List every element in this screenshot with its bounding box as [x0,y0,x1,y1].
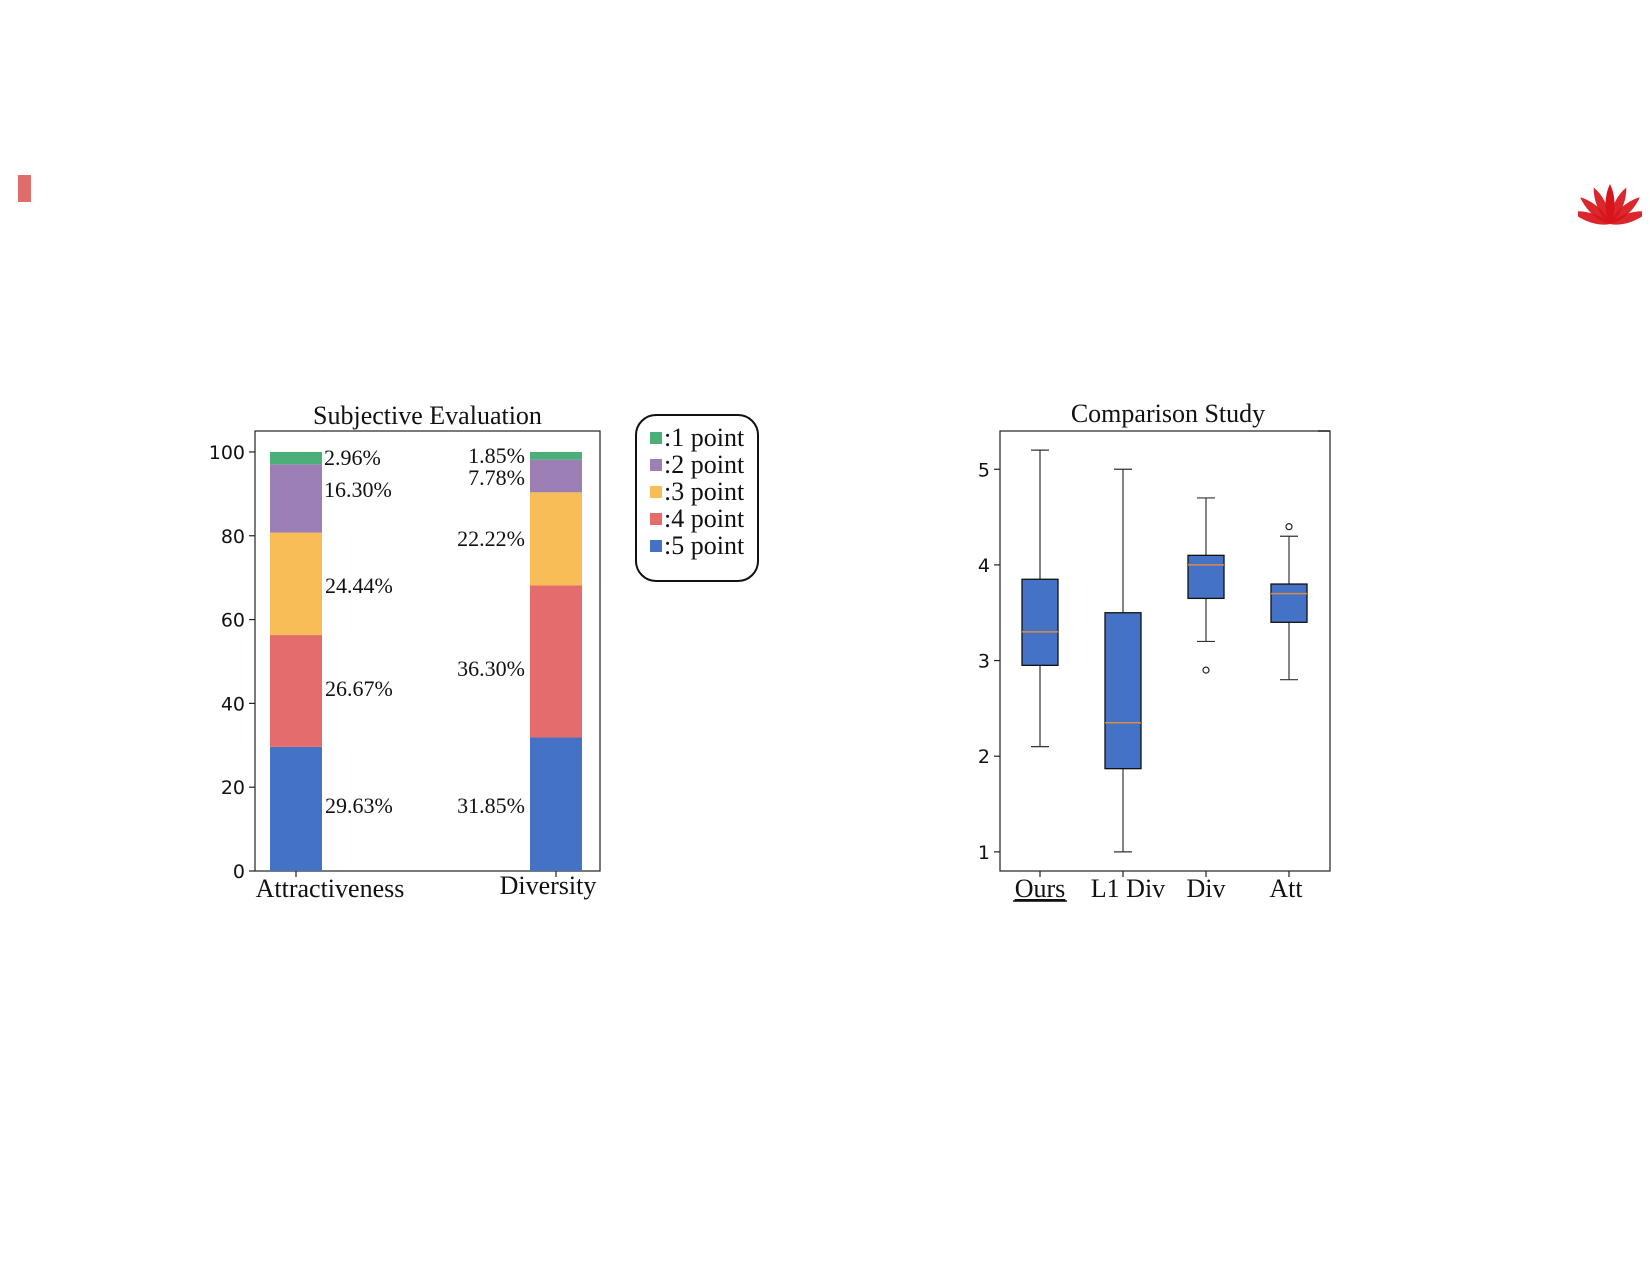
box-l1-div [1104,468,1142,853]
y-tick-label: 4 [978,555,990,577]
plot-frame [254,430,601,872]
x-category-label: Diversity [500,871,597,900]
box-att [1270,523,1308,681]
data-label: 1.85% [468,443,525,468]
logo-petal [1578,211,1610,225]
outlier-point [1285,523,1293,531]
x-category-label: Attractiveness [256,874,405,903]
data-label: 22.22% [457,526,525,551]
bar-segment [270,532,322,636]
x-category-label: L1 Div [1091,874,1165,903]
data-label: 29.63% [325,793,393,818]
data-label: 26.67% [325,676,393,701]
box-iqr [1104,612,1142,770]
y-tick-label: 3 [978,651,990,673]
data-label: 24.44% [325,573,393,598]
logo-petal [1610,197,1640,224]
data-label: 2.96% [324,445,381,470]
y-tick-label: 80 [221,526,245,548]
data-label: 31.85% [457,793,525,818]
y-tick-label: 5 [978,459,990,481]
x-category-label: Att [1269,874,1303,903]
y-tick-label: 60 [221,610,245,632]
legend-swatch [650,432,662,444]
box-ours [1021,449,1059,748]
data-label: 7.78% [468,465,525,490]
logo-petal [1593,187,1611,224]
y-tick-label: 0 [233,861,245,883]
slide-accent-bar [18,175,31,202]
data-label: 36.30% [457,656,525,681]
y-tick-label: 40 [221,693,245,715]
box-div [1187,497,1225,674]
y-tick-label: 1 [978,842,990,864]
legend-entry: :5 point [664,531,745,560]
logo-petal [1609,187,1627,224]
box-iqr [1270,583,1308,623]
x-category-label: Ours [1015,874,1066,903]
x-category-label: Div [1187,874,1226,903]
bar-segment [270,746,322,871]
y-tick-label: 2 [978,746,990,768]
logo-petal [1580,197,1610,224]
bar-segment [530,585,582,738]
legend-swatch [650,459,662,471]
chart-title: Subjective Evaluation [313,401,542,430]
legend-swatch [650,486,662,498]
box-iqr [1187,554,1225,600]
data-label: 16.30% [324,477,392,502]
bar-segment [530,451,582,460]
bar-segment [270,464,322,533]
huawei-logo-icon [1578,184,1642,225]
legend-entry: :1 point [664,423,745,452]
legend-swatch [650,513,662,525]
bar-segment [530,737,582,871]
legend-entry: :2 point [664,450,745,479]
legend-entry: :3 point [664,477,745,506]
comparison-study-chart: Comparison Study 1 2 3 4 5 Ours L1 Div Div Att [978,399,1331,903]
bar-segment [530,459,582,493]
y-tick-label: 20 [221,777,245,799]
legend-box [635,414,759,582]
bar-segment [270,451,322,465]
y-tick-label: 100 [209,442,245,464]
box-iqr [1021,578,1059,666]
legend-swatch [650,540,662,552]
plot-frame [999,430,1331,872]
bar-segment [270,635,322,747]
bar-segment [530,492,582,586]
subjective-evaluation-chart: Subjective Evaluation 0 20 40 60 80 100 29.63% 2… [209,401,759,903]
legend-entry: :4 point [664,504,745,533]
logo-petal [1610,211,1642,225]
outlier-point [1202,666,1210,674]
chart-title: Comparison Study [1071,399,1265,428]
